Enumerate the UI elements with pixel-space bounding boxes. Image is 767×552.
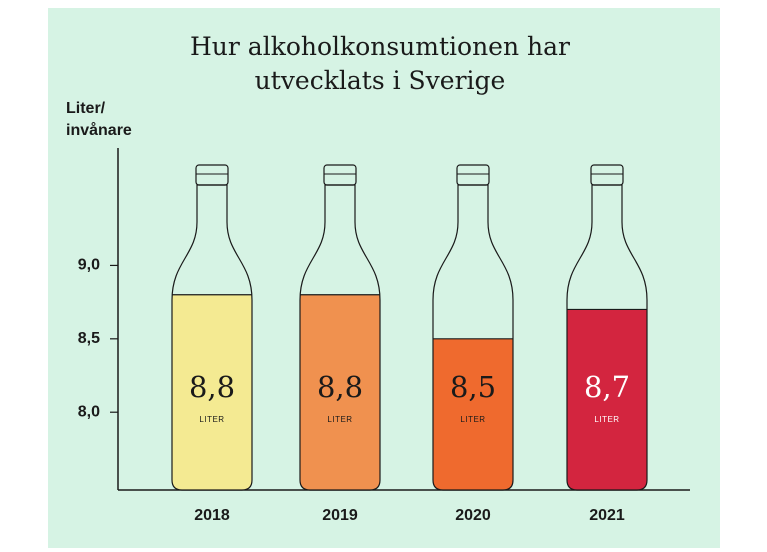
x-tick-label: 2021 — [589, 507, 625, 524]
value-label: 8,5 — [450, 370, 496, 404]
chart-title: Hur alkoholkonsumtionen har utvecklats i… — [190, 32, 570, 95]
value-label: 8,7 — [584, 370, 630, 404]
x-tick-label: 2018 — [194, 507, 230, 524]
bottle-outline — [566, 184, 648, 491]
bottle-outline — [432, 184, 514, 491]
unit-label: LITER — [594, 415, 619, 424]
unit-label: LITER — [199, 415, 224, 424]
bottle-liquid — [300, 294, 380, 490]
bottle-cap — [323, 164, 357, 186]
bottle-liquid — [567, 309, 647, 490]
unit-label: LITER — [460, 415, 485, 424]
bottle-liquid — [433, 338, 513, 490]
y-tick-label: 8,0 — [78, 403, 100, 420]
x-tick-label: 2020 — [455, 507, 491, 524]
bottle-outline — [299, 184, 381, 491]
x-tick-label: 2019 — [322, 507, 358, 524]
bottle-liquid — [172, 294, 252, 490]
bottle-cap — [456, 164, 490, 186]
bottle-cap — [195, 164, 229, 186]
unit-label: LITER — [327, 415, 352, 424]
y-tick-label: 9,0 — [78, 257, 100, 274]
bottle-cap — [590, 164, 624, 186]
value-label: 8,8 — [189, 370, 235, 404]
bottle-outline — [171, 184, 253, 491]
value-label: 8,8 — [317, 370, 363, 404]
y-tick-label: 8,5 — [78, 330, 100, 347]
y-axis-label: Liter/ invånare — [66, 100, 132, 139]
